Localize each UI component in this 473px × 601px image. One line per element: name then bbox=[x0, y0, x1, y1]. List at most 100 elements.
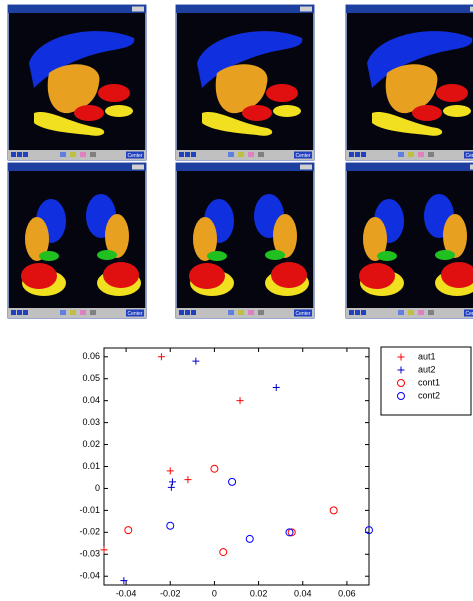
title-buttons bbox=[132, 164, 144, 170]
toolbar-icon bbox=[80, 152, 86, 157]
point bbox=[219, 548, 228, 557]
title-buttons bbox=[470, 164, 473, 170]
point bbox=[329, 506, 338, 515]
toolbar-button bbox=[17, 310, 22, 315]
title-bar bbox=[346, 163, 473, 171]
point bbox=[120, 577, 128, 585]
point bbox=[192, 357, 200, 365]
point bbox=[287, 528, 296, 537]
y-tick-label: 0.06 bbox=[82, 351, 100, 361]
legend-label: cont1 bbox=[418, 377, 440, 387]
legend-label: cont2 bbox=[418, 390, 440, 400]
toolbar-button bbox=[23, 152, 28, 157]
point bbox=[236, 397, 244, 405]
model-window: Center bbox=[175, 162, 315, 319]
center-label: Center bbox=[295, 311, 310, 317]
legend-marker bbox=[397, 392, 405, 400]
point bbox=[184, 476, 192, 484]
toolbar-button bbox=[185, 310, 190, 315]
toolbar-icon bbox=[398, 152, 404, 157]
center-button[interactable] bbox=[126, 309, 144, 317]
legend-label: aut1 bbox=[418, 351, 436, 361]
legend-label: aut2 bbox=[418, 364, 436, 374]
toolbar-button bbox=[361, 152, 366, 157]
y-tick-label: -0.04 bbox=[79, 571, 100, 581]
point bbox=[166, 521, 175, 530]
title-bar bbox=[176, 5, 314, 13]
toolbar-icon bbox=[248, 152, 254, 157]
toolbar-icon bbox=[428, 152, 434, 157]
point bbox=[228, 477, 237, 486]
toolbar-button bbox=[17, 152, 22, 157]
model-window: Center bbox=[345, 4, 473, 161]
title-buttons bbox=[300, 164, 312, 170]
toolbar-icon bbox=[248, 310, 254, 315]
point bbox=[124, 526, 133, 535]
center-button[interactable] bbox=[294, 151, 312, 159]
toolbar-icon bbox=[428, 310, 434, 315]
toolbar-button bbox=[23, 310, 28, 315]
toolbar-button bbox=[191, 152, 196, 157]
toolbar-icon bbox=[90, 310, 96, 315]
toolbar bbox=[176, 150, 314, 160]
y-tick-label: -0.03 bbox=[79, 549, 100, 559]
point bbox=[245, 534, 254, 543]
y-tick-label: 0.04 bbox=[82, 395, 100, 405]
point bbox=[365, 526, 373, 535]
x-tick-label: 0.02 bbox=[250, 588, 268, 598]
toolbar-button bbox=[179, 152, 184, 157]
center-label: Center bbox=[127, 311, 142, 317]
y-tick-label: 0 bbox=[95, 483, 100, 493]
model-window: Center bbox=[345, 162, 473, 319]
toolbar-icon bbox=[80, 310, 86, 315]
title-bar bbox=[8, 163, 146, 171]
toolbar-button bbox=[355, 152, 360, 157]
center-button[interactable] bbox=[294, 309, 312, 317]
model-window: Center bbox=[175, 4, 315, 161]
center-button[interactable] bbox=[464, 151, 473, 159]
y-tick-label: -0.02 bbox=[79, 527, 100, 537]
title-buttons bbox=[300, 6, 312, 12]
toolbar-button bbox=[11, 310, 16, 315]
point bbox=[100, 546, 108, 554]
legend-marker bbox=[397, 353, 405, 361]
toolbar-icon bbox=[418, 152, 424, 157]
center-label: Center bbox=[465, 311, 473, 317]
point bbox=[210, 464, 219, 473]
plot-frame bbox=[103, 347, 370, 586]
center-label: Center bbox=[127, 153, 142, 159]
toolbar-button bbox=[191, 310, 196, 315]
toolbar bbox=[176, 308, 314, 318]
toolbar-icon bbox=[60, 310, 66, 315]
center-button[interactable] bbox=[464, 309, 473, 317]
point bbox=[157, 353, 165, 361]
model-windows: Center Center Center Center Center Center bbox=[7, 4, 473, 319]
point bbox=[285, 528, 294, 537]
toolbar-icon bbox=[70, 152, 76, 157]
toolbar-icon bbox=[258, 152, 264, 157]
x-tick-label: 0.04 bbox=[294, 588, 312, 598]
center-label: Center bbox=[295, 153, 310, 159]
title-bar bbox=[346, 5, 473, 13]
y-tick-label: 0.02 bbox=[82, 439, 100, 449]
y-tick-label: 0.01 bbox=[82, 461, 100, 471]
toolbar-icon bbox=[228, 310, 234, 315]
point bbox=[166, 467, 174, 475]
toolbar bbox=[8, 308, 146, 318]
toolbar-icon bbox=[408, 310, 414, 315]
center-button[interactable] bbox=[126, 151, 144, 159]
toolbar bbox=[8, 150, 146, 160]
y-tick-label: 0.03 bbox=[82, 417, 100, 427]
title-buttons bbox=[132, 6, 144, 12]
y-tick-label: -0.01 bbox=[79, 505, 100, 515]
title-bar bbox=[8, 5, 146, 13]
x-tick-label: -0.02 bbox=[160, 588, 181, 598]
legend-marker bbox=[397, 379, 405, 387]
toolbar-button bbox=[11, 152, 16, 157]
legend-box bbox=[380, 346, 472, 416]
point bbox=[167, 483, 175, 491]
point bbox=[168, 478, 176, 486]
toolbar-icon bbox=[408, 152, 414, 157]
legend-marker bbox=[397, 366, 405, 374]
